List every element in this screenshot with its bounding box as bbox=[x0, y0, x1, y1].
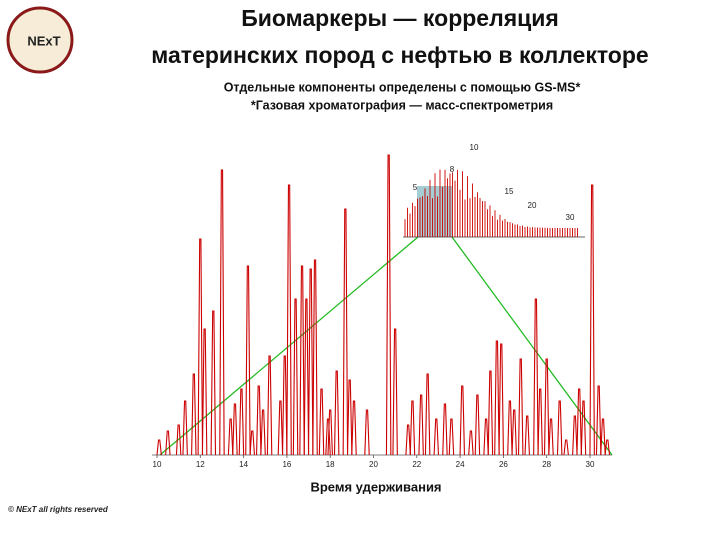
peak bbox=[312, 259, 318, 456]
connector bbox=[451, 236, 613, 456]
peak bbox=[197, 238, 204, 456]
peak bbox=[364, 409, 370, 456]
peak bbox=[442, 403, 448, 456]
peak bbox=[175, 424, 182, 456]
x-tick-label: 30 bbox=[586, 460, 595, 469]
peak bbox=[543, 358, 550, 456]
peak bbox=[483, 418, 489, 456]
peak bbox=[191, 373, 197, 456]
x-tick-label: 14 bbox=[239, 460, 248, 469]
peak bbox=[260, 409, 266, 456]
logo: NExT bbox=[6, 6, 74, 74]
x-tick-label: 26 bbox=[499, 460, 508, 469]
peak bbox=[219, 169, 225, 456]
footer: © NExT all rights reserved bbox=[8, 505, 109, 514]
peak bbox=[318, 388, 325, 456]
peak bbox=[563, 439, 569, 456]
inset-label: 20 bbox=[528, 201, 537, 210]
peak bbox=[165, 430, 171, 456]
title-line: материнских пород с нефтью в коллекторе bbox=[151, 42, 648, 68]
peak bbox=[459, 385, 466, 456]
peak bbox=[210, 310, 217, 456]
logo-text: NExT bbox=[27, 33, 60, 48]
peak bbox=[600, 418, 606, 456]
peak bbox=[333, 370, 340, 456]
peak bbox=[281, 355, 288, 456]
peak bbox=[409, 400, 416, 456]
peak bbox=[595, 385, 602, 456]
peak bbox=[580, 400, 587, 456]
peak bbox=[256, 385, 262, 456]
peak bbox=[277, 400, 284, 456]
peak bbox=[266, 355, 273, 456]
peak bbox=[227, 418, 234, 456]
subtitle-line: *Газовая хроматография — масс-спектромет… bbox=[251, 98, 553, 112]
peak bbox=[299, 265, 305, 456]
logo-ring bbox=[6, 6, 74, 74]
x-tick-label: 28 bbox=[542, 460, 551, 469]
peak bbox=[249, 430, 256, 456]
peak bbox=[405, 424, 411, 456]
x-tick-label: 10 bbox=[153, 460, 162, 469]
x-tick-label: 18 bbox=[326, 460, 335, 469]
peak bbox=[556, 400, 563, 456]
x-tick-label: 22 bbox=[412, 460, 421, 469]
inset-label: 15 bbox=[505, 187, 514, 196]
peak bbox=[385, 154, 392, 456]
peak bbox=[327, 409, 333, 456]
x-tick-label: 12 bbox=[196, 460, 205, 469]
peak bbox=[346, 379, 353, 456]
peak bbox=[468, 430, 474, 456]
peak bbox=[537, 388, 543, 456]
peak bbox=[342, 208, 349, 456]
peak bbox=[498, 343, 504, 456]
peak bbox=[292, 298, 299, 456]
peak bbox=[533, 298, 539, 456]
inset-label: 5 bbox=[413, 183, 418, 192]
peak bbox=[507, 400, 513, 456]
peak bbox=[232, 403, 238, 456]
peak bbox=[303, 298, 310, 456]
peak bbox=[474, 394, 481, 456]
title-line: Биомаркеры — корреляция bbox=[241, 5, 559, 31]
peak bbox=[433, 418, 440, 456]
subtitle-line: Отдельные компоненты определены с помощь… bbox=[224, 80, 581, 94]
peak bbox=[351, 400, 357, 456]
x-axis-label: Время удерживания bbox=[310, 479, 441, 494]
peak bbox=[494, 340, 500, 456]
inset-label: 10 bbox=[470, 143, 479, 152]
peak bbox=[156, 439, 162, 456]
peak bbox=[307, 268, 314, 456]
peak bbox=[448, 418, 455, 456]
x-tick-label: 16 bbox=[282, 460, 291, 469]
peak bbox=[245, 265, 251, 456]
peak bbox=[182, 400, 188, 456]
peak bbox=[325, 418, 331, 456]
peak bbox=[572, 415, 578, 456]
peak bbox=[201, 328, 208, 456]
peak bbox=[524, 415, 530, 456]
inset-label: 8 bbox=[450, 165, 455, 174]
peak bbox=[286, 184, 292, 456]
peak bbox=[576, 388, 582, 456]
inset-label: 30 bbox=[566, 213, 575, 222]
peak bbox=[392, 328, 398, 456]
peak bbox=[511, 409, 517, 456]
x-tick-label: 24 bbox=[456, 460, 465, 469]
peak bbox=[548, 418, 554, 456]
x-tick-label: 20 bbox=[369, 460, 378, 469]
peak bbox=[424, 373, 431, 456]
peak bbox=[589, 184, 595, 456]
peak bbox=[238, 388, 245, 456]
peak bbox=[604, 439, 611, 456]
peak bbox=[418, 394, 424, 456]
peak bbox=[517, 358, 524, 456]
peak bbox=[487, 370, 494, 456]
